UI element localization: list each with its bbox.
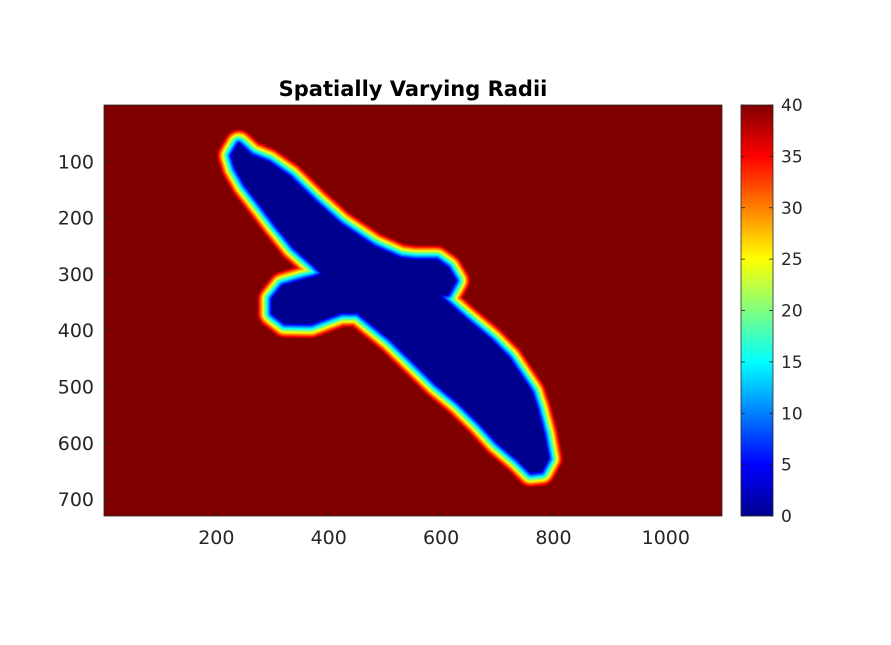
x-axis: 200 400 600 800 1000 xyxy=(198,510,690,549)
chart-title: Spatially Varying Radii xyxy=(279,77,548,101)
colorbar-tick-label: 30 xyxy=(781,199,803,219)
colorbar-ticks: 0 5 10 15 20 25 30 35 40 xyxy=(741,96,803,527)
colorbar-tick-label: 20 xyxy=(781,302,803,322)
colorbar-tick-label: 25 xyxy=(781,250,803,270)
colorbar-tick-label: 40 xyxy=(781,96,803,116)
bird-interior xyxy=(231,143,549,473)
plot-area xyxy=(104,105,722,516)
plot-frame xyxy=(103,104,723,517)
y-tick-label: 600 xyxy=(58,433,94,455)
y-tick-label: 200 xyxy=(58,208,94,230)
bird-region xyxy=(216,128,564,489)
x-tick-label: 400 xyxy=(311,527,347,549)
colorbar-tick-label: 5 xyxy=(781,456,792,476)
y-tick-label: 500 xyxy=(58,377,94,399)
x-tick-label: 800 xyxy=(535,527,571,549)
colorbar-tick-label: 35 xyxy=(781,147,803,167)
colorbar-tick-label: 0 xyxy=(781,507,792,527)
colorbar: 0 5 10 15 20 25 30 35 40 xyxy=(740,96,803,527)
y-tick-label: 700 xyxy=(58,489,94,511)
y-tick-label: 300 xyxy=(58,264,94,286)
y-tick-label: 100 xyxy=(58,151,94,173)
y-tick-label: 400 xyxy=(58,320,94,342)
x-tick-label: 200 xyxy=(198,527,234,549)
colorbar-tick-label: 15 xyxy=(781,353,803,373)
colorbar-tick-label: 10 xyxy=(781,404,803,424)
y-axis: 100 200 300 400 500 600 700 xyxy=(58,151,110,511)
x-tick-label: 1000 xyxy=(642,527,690,549)
x-tick-label: 600 xyxy=(423,527,459,549)
colorbar-gradient xyxy=(740,104,774,517)
